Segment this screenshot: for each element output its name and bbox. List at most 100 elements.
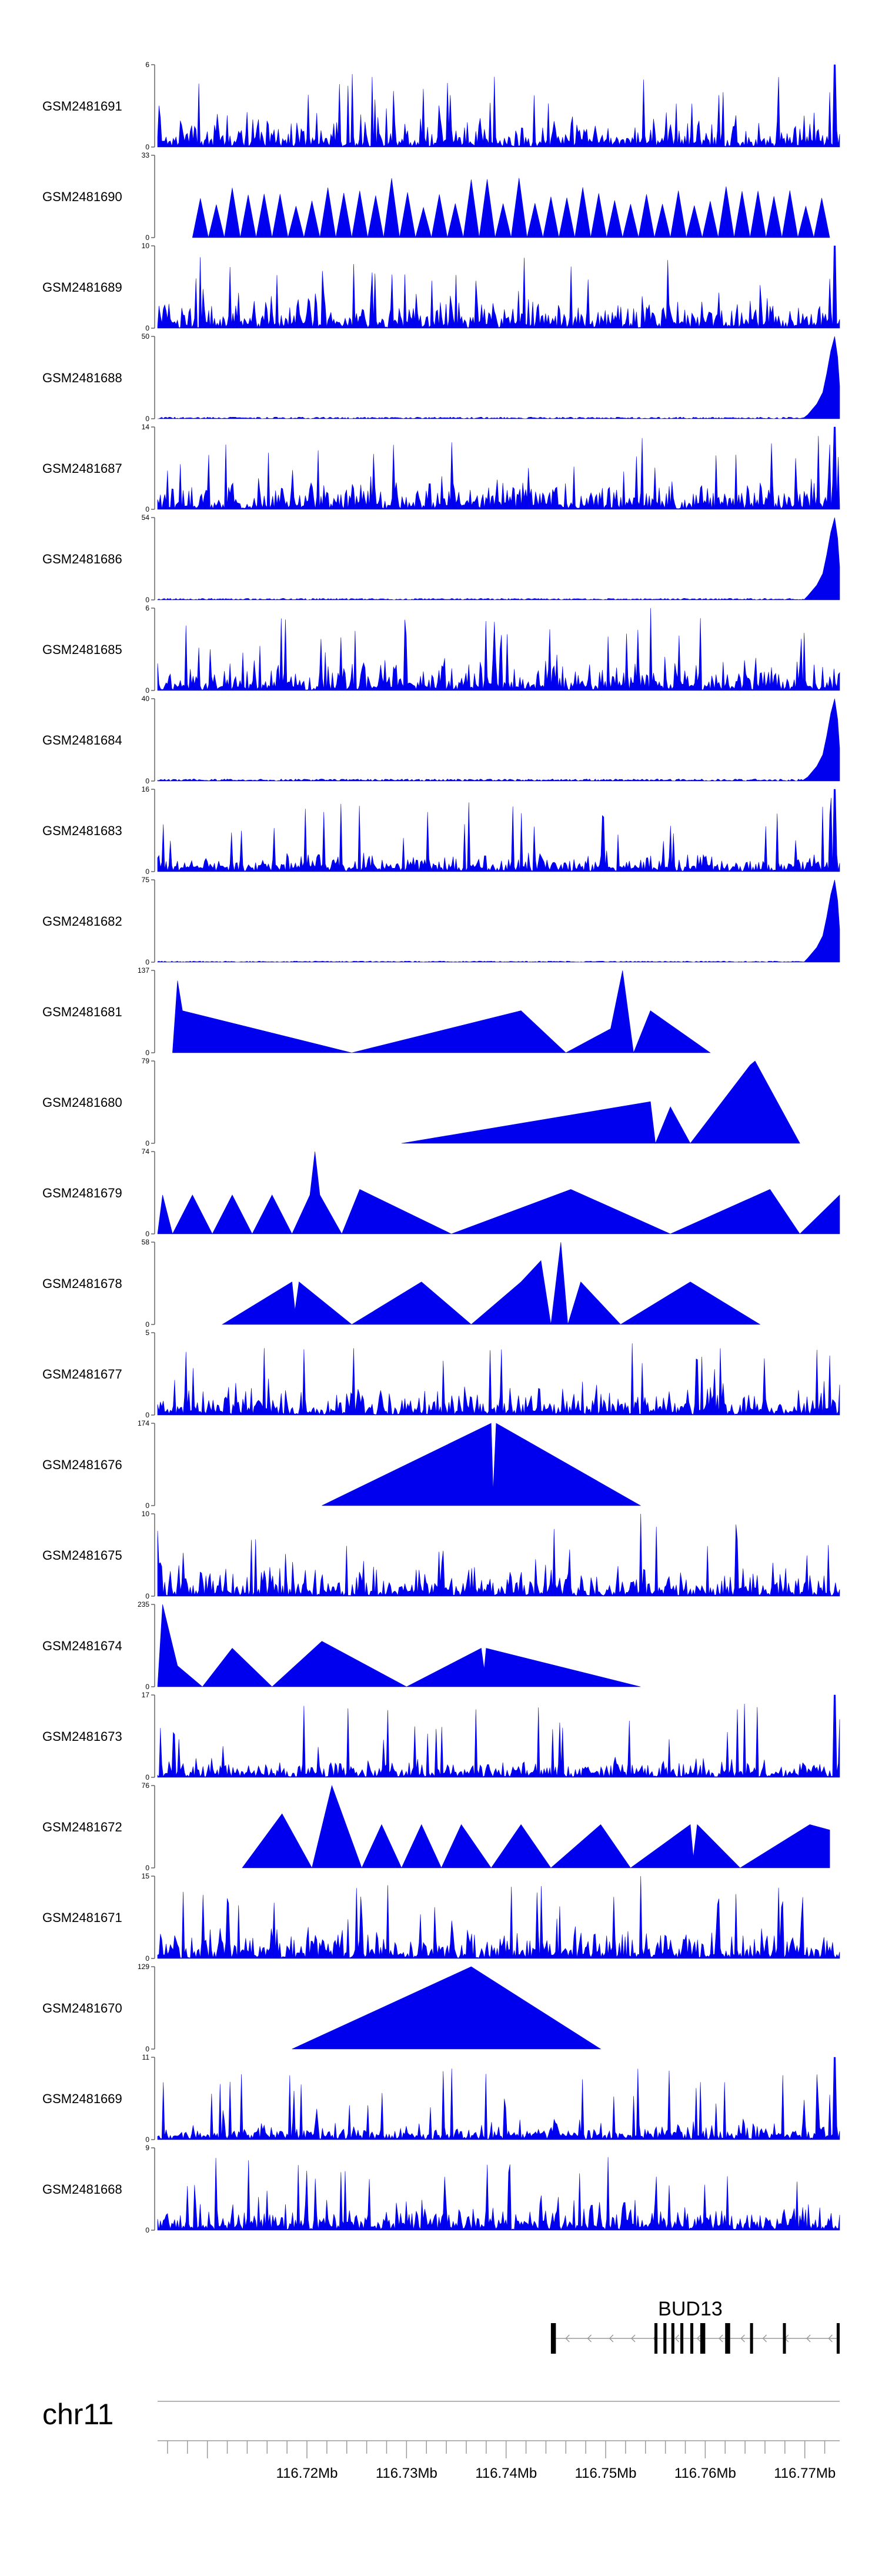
y-tick-label: 0 — [145, 686, 149, 695]
y-tick-label: 0 — [145, 2045, 149, 2053]
y-tick-label: 129 — [138, 1963, 149, 1971]
coverage-area — [322, 1423, 642, 1506]
track-label: GSM2481669 — [42, 2091, 122, 2106]
track-label: GSM2481684 — [42, 733, 122, 748]
y-tick-label: 0 — [145, 324, 149, 332]
y-tick-label: 16 — [142, 785, 150, 793]
y-tick-label: 0 — [145, 1592, 149, 1600]
strand-arrow — [762, 2334, 767, 2343]
y-tick-label: 33 — [142, 151, 150, 159]
y-tick-label: 0 — [145, 233, 149, 242]
y-tick-label: 174 — [138, 1419, 149, 1427]
y-tick-label: 0 — [145, 1773, 149, 1781]
strand-arrow — [719, 2334, 723, 2343]
y-tick-label: 0 — [145, 958, 149, 966]
x-tick-label: 116.75Mb — [575, 2465, 637, 2481]
y-tick-label: 6 — [145, 604, 149, 612]
track-label: GSM2481689 — [42, 280, 122, 295]
coverage-area — [157, 1343, 840, 1416]
track-label: GSM2481668 — [42, 2182, 122, 2197]
y-tick-label: 0 — [145, 777, 149, 785]
track-label: GSM2481691 — [42, 99, 122, 114]
gene-exon — [700, 2323, 706, 2354]
gene-exon — [750, 2323, 753, 2354]
y-tick-label: 79 — [142, 1057, 150, 1065]
y-tick-label: 0 — [145, 143, 149, 151]
track-label: GSM2481670 — [42, 2001, 122, 2016]
y-tick-label: 0 — [145, 2226, 149, 2234]
track-label: GSM2481690 — [42, 189, 122, 204]
y-tick-label: 0 — [145, 1049, 149, 1057]
y-tick-label: 50 — [142, 332, 150, 341]
track-label: GSM2481688 — [42, 371, 122, 385]
y-tick-label: 0 — [145, 415, 149, 423]
y-tick-label: 54 — [142, 513, 150, 522]
strand-arrow — [674, 2334, 680, 2343]
track-label: GSM2481673 — [42, 1729, 122, 1744]
y-tick-label: 235 — [138, 1600, 149, 1609]
y-tick-label: 0 — [145, 1139, 149, 1147]
coverage-area — [157, 1876, 840, 1959]
coverage-area — [157, 2157, 840, 2231]
y-tick-label: 0 — [145, 867, 149, 876]
gene-label: BUD13 — [658, 2298, 723, 2320]
strand-arrow — [806, 2334, 811, 2343]
track-label: GSM2481672 — [42, 1820, 122, 1834]
y-tick-label: 0 — [145, 505, 149, 513]
y-tick-label: 75 — [142, 876, 150, 884]
y-tick-label: 0 — [145, 1954, 149, 1963]
track-label: GSM2481677 — [42, 1367, 122, 1382]
y-tick-label: 5 — [145, 1329, 149, 1337]
gene-exon — [725, 2323, 730, 2354]
coverage-area — [157, 2057, 840, 2140]
x-tick-label: 116.76Mb — [674, 2465, 736, 2481]
y-tick-label: 0 — [145, 1320, 149, 1329]
coverage-area — [157, 64, 840, 148]
y-tick-label: 10 — [142, 242, 150, 250]
strand-arrow — [565, 2334, 570, 2343]
gene-exon — [671, 2323, 674, 2354]
track-label: GSM2481685 — [42, 642, 122, 657]
coverage-area — [222, 1242, 761, 1325]
gene-exon — [783, 2323, 786, 2354]
coverage-area — [157, 789, 840, 872]
strand-arrow — [631, 2334, 636, 2343]
x-tick-label: 116.74Mb — [475, 2465, 537, 2481]
y-tick-label: 9 — [145, 2144, 149, 2152]
y-tick-label: 17 — [142, 1691, 150, 1699]
coverage-area — [157, 1151, 840, 1234]
coverage-area — [157, 426, 840, 510]
y-tick-label: 58 — [142, 1238, 150, 1246]
strand-arrow — [696, 2334, 701, 2343]
y-tick-label: 11 — [142, 2053, 150, 2061]
x-tick-label: 116.72Mb — [276, 2465, 338, 2481]
track-label: GSM2481675 — [42, 1548, 122, 1563]
y-tick-label: 137 — [138, 966, 149, 975]
coverage-area — [157, 1513, 840, 1597]
y-tick-label: 15 — [142, 1872, 150, 1880]
y-tick-label: 40 — [142, 695, 150, 703]
gene-exon — [654, 2323, 658, 2354]
y-tick-label: 0 — [145, 596, 149, 604]
y-tick-label: 14 — [142, 423, 150, 431]
chromosome-label: chr11 — [42, 2398, 113, 2431]
coverage-area — [292, 1966, 602, 2050]
gene-exon — [663, 2323, 667, 2354]
y-tick-label: 6 — [145, 61, 149, 69]
x-tick-label: 116.77Mb — [774, 2465, 836, 2481]
coverage-area — [192, 178, 830, 238]
coverage-area — [172, 970, 711, 1054]
track-label: GSM2481679 — [42, 1186, 122, 1200]
strand-arrow — [828, 2334, 833, 2343]
gene-exon — [680, 2323, 684, 2354]
y-tick-label: 76 — [142, 1781, 150, 1790]
coverage-area — [157, 879, 840, 963]
x-tick-label: 116.73Mb — [376, 2465, 437, 2481]
coverage-area — [157, 336, 840, 419]
coverage-area — [401, 1060, 800, 1144]
y-tick-label: 0 — [145, 1411, 149, 1419]
strand-arrow — [609, 2334, 614, 2343]
coverage-area — [242, 1784, 830, 1868]
y-tick-label: 0 — [145, 1501, 149, 1510]
